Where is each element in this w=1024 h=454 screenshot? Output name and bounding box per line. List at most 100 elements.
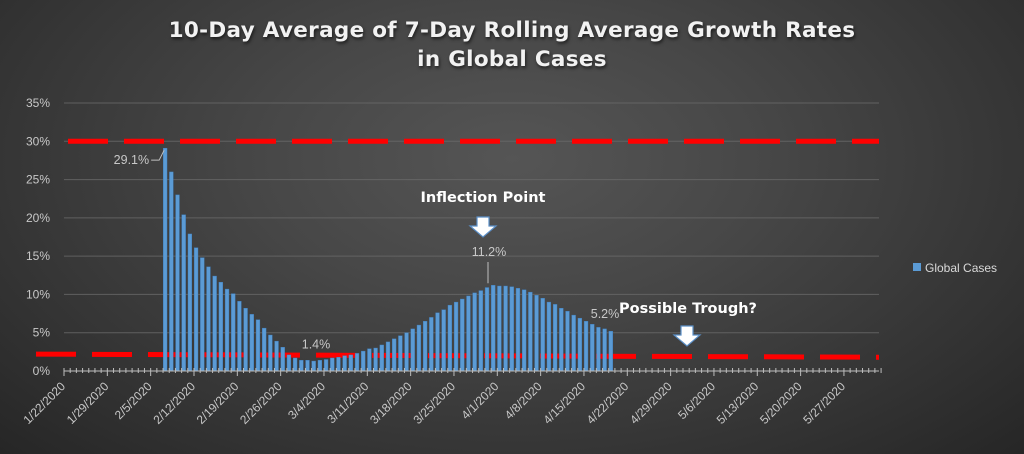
bar [491, 285, 496, 372]
bar [466, 295, 471, 372]
legend: Global Cases [913, 261, 997, 275]
bar [565, 311, 570, 372]
x-tick-label: 4/1/2020 [458, 379, 501, 422]
annotation-possible-trough: Possible Trough? [619, 301, 757, 317]
bar [274, 340, 279, 372]
x-tick-label: 4/29/2020 [627, 379, 675, 427]
bar [522, 289, 527, 372]
bar [392, 338, 397, 372]
x-tick-label: 5/6/2020 [675, 379, 718, 422]
x-tick-label: 5/13/2020 [714, 379, 762, 427]
gridlines [64, 102, 879, 334]
data-label: 29.1% [114, 153, 149, 167]
bar [453, 301, 459, 372]
bar [367, 348, 372, 372]
bar [305, 360, 310, 372]
bar [534, 294, 539, 372]
bar [342, 355, 347, 372]
bar [181, 214, 186, 372]
bar [583, 321, 589, 372]
x-tick-label: 3/25/2020 [410, 379, 458, 427]
bar [293, 357, 298, 372]
bar [280, 347, 285, 372]
bar [385, 341, 391, 372]
bar [299, 360, 304, 372]
bar [218, 281, 223, 372]
bar [163, 147, 168, 372]
bar [354, 353, 360, 372]
leader-line [151, 149, 165, 161]
bar [286, 354, 292, 372]
x-tick-label: 2/12/2020 [150, 379, 198, 427]
chart-title-line-2: in Global Cases [417, 47, 607, 72]
y-tick-label: 20% [26, 211, 50, 225]
bar [590, 324, 595, 372]
bar [323, 359, 329, 372]
bar [460, 298, 465, 372]
x-tick-label: 4/22/2020 [584, 379, 632, 427]
data-label: 11.2% [472, 245, 507, 259]
bar [447, 304, 452, 372]
y-tick-label: 5% [33, 326, 51, 340]
bar [175, 194, 180, 372]
bars [163, 147, 613, 372]
bar [330, 357, 335, 372]
bar [187, 233, 192, 372]
bar [193, 247, 199, 372]
y-tick-label: 0% [33, 364, 51, 378]
bar [546, 301, 552, 372]
bar [268, 334, 273, 372]
data-label: 5.2% [591, 307, 620, 321]
bar [243, 308, 248, 372]
bar [379, 344, 384, 372]
bar [497, 285, 502, 372]
bar [484, 287, 490, 372]
bar [361, 350, 366, 372]
bar [398, 335, 403, 372]
bar [317, 360, 322, 372]
bar [255, 319, 261, 372]
bar [540, 298, 545, 372]
bar [410, 328, 415, 372]
legend-swatch [913, 263, 921, 271]
bar [441, 309, 446, 372]
bar [348, 354, 353, 372]
bar [472, 292, 477, 372]
down-arrow-icon [468, 216, 498, 238]
bar [577, 317, 582, 372]
bar [336, 357, 341, 372]
data-label: 1.4% [302, 337, 331, 351]
bar [206, 266, 211, 372]
legend-label: Global Cases [925, 261, 997, 275]
chart-title: 10-Day Average of 7-Day Rolling Average … [0, 16, 1024, 74]
bar [416, 324, 422, 372]
annotations: Inflection Point Possible Trough? [421, 190, 757, 347]
bar [429, 317, 434, 372]
bar [311, 360, 316, 372]
x-tick-label: 2/5/2020 [112, 379, 155, 422]
bar [559, 308, 564, 372]
down-arrow-icon [672, 325, 702, 347]
bar [249, 314, 254, 372]
y-tick-label: 15% [26, 249, 50, 263]
bar [553, 304, 558, 372]
x-tick-label: 2/19/2020 [194, 379, 242, 427]
bar [423, 321, 428, 372]
bar [608, 330, 613, 372]
x-tick-label: 1/29/2020 [64, 379, 112, 427]
bar [503, 285, 508, 372]
annotation-inflection-point: Inflection Point [421, 190, 546, 206]
y-tick-label: 35% [26, 96, 50, 110]
bar [528, 291, 533, 372]
chart-title-line-1: 10-Day Average of 7-Day Rolling Average … [168, 18, 856, 43]
x-tick-label: 5/27/2020 [800, 379, 848, 427]
bar [509, 286, 514, 372]
x-tick-label: 2/26/2020 [237, 379, 285, 427]
bar [224, 288, 230, 372]
data-labels: 29.1% 1.4% 11.2% 5.2% [114, 149, 620, 351]
bar [262, 327, 267, 372]
y-tick-label: 25% [26, 173, 50, 187]
x-tick-label: 3/11/2020 [324, 379, 371, 426]
